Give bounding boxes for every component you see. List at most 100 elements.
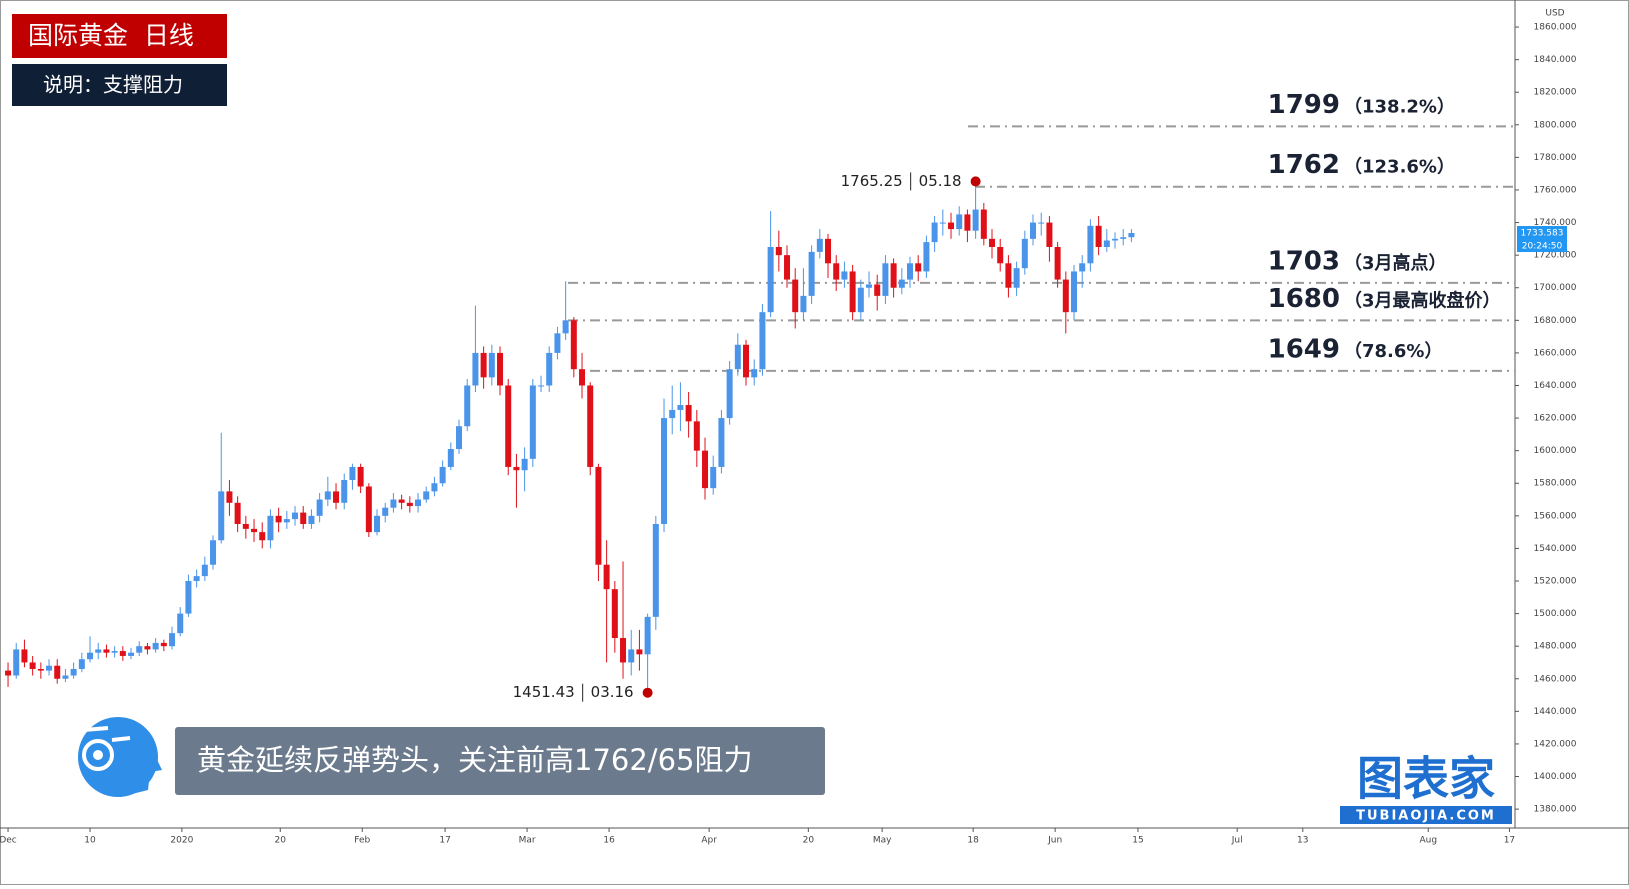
candle-body bbox=[1054, 246, 1061, 280]
x-tick-label: Aug bbox=[1419, 836, 1437, 846]
y-tick-label: 1820.000 bbox=[1534, 88, 1577, 98]
level-value: 1762 bbox=[1268, 150, 1340, 180]
caption: 黄金延续反弹势头，关注前高1762/65阻力 bbox=[197, 743, 752, 777]
candle-body bbox=[1087, 225, 1094, 264]
level-note: （3月高点） bbox=[1344, 252, 1447, 274]
candle-body bbox=[333, 491, 340, 503]
candle-body bbox=[456, 426, 463, 450]
caption-box bbox=[175, 727, 825, 795]
candle-body bbox=[242, 523, 249, 529]
candle-body bbox=[251, 528, 258, 533]
y-tick-label: 1860.000 bbox=[1534, 23, 1577, 33]
time-tag-value: 20:24:50 bbox=[1522, 242, 1563, 252]
candle-body bbox=[964, 214, 971, 231]
x-tick-label: 2020 bbox=[170, 836, 193, 846]
candle-body bbox=[464, 385, 471, 427]
y-tick-label: 1840.000 bbox=[1534, 55, 1577, 65]
candle-body bbox=[702, 450, 709, 489]
candle-body bbox=[890, 263, 897, 288]
y-tick-label: 1740.000 bbox=[1534, 218, 1577, 228]
candle-body bbox=[234, 502, 241, 524]
candle-body bbox=[136, 646, 143, 653]
level-value: 1703 bbox=[1268, 246, 1340, 276]
logo-domain: TUBIAOJIA.COM bbox=[1356, 809, 1496, 824]
candle-body bbox=[119, 651, 126, 656]
candle-body bbox=[661, 418, 668, 524]
candle-body bbox=[46, 665, 53, 671]
candle-body bbox=[562, 320, 569, 334]
candle-body bbox=[529, 385, 536, 459]
level-value: 1799 bbox=[1268, 90, 1340, 120]
candle-body bbox=[1038, 222, 1045, 224]
candle-body bbox=[62, 675, 69, 679]
y-tick-label: 1400.000 bbox=[1534, 772, 1577, 782]
candle-body bbox=[300, 512, 307, 524]
y-tick-label: 1540.000 bbox=[1534, 544, 1577, 554]
candle-body bbox=[447, 449, 454, 467]
candle-body bbox=[882, 263, 889, 296]
candle-body bbox=[874, 284, 881, 296]
subtitle: 说明：支撑阻力 bbox=[43, 73, 183, 97]
candle-body bbox=[939, 222, 946, 224]
candle-body bbox=[1046, 222, 1053, 247]
candle-body bbox=[948, 222, 955, 230]
level-note: （123.6%） bbox=[1344, 157, 1455, 178]
x-tick-label: Apr bbox=[701, 836, 717, 846]
level-note: （3月最高收盘价） bbox=[1344, 289, 1501, 311]
price-tag bbox=[1517, 226, 1567, 240]
candle-body bbox=[382, 507, 389, 516]
y-tick-label: 1460.000 bbox=[1534, 674, 1577, 684]
x-tick-label: Dec bbox=[0, 836, 17, 846]
candle-body bbox=[792, 279, 799, 313]
extreme-date: 03.16 bbox=[591, 683, 634, 701]
x-tick-label: Feb bbox=[354, 836, 370, 846]
plot: 1380.000 1400.000 1420.000 1440.000 1460.000… bbox=[0, 23, 1577, 846]
x-tick-label: 20 bbox=[275, 836, 287, 846]
y-tick-label: 1380.000 bbox=[1534, 805, 1577, 815]
candle-body bbox=[398, 499, 405, 503]
candle-body bbox=[201, 564, 208, 577]
candle-body bbox=[693, 421, 700, 451]
candle-body bbox=[554, 333, 561, 353]
subtitle-box bbox=[12, 64, 227, 106]
candle-body bbox=[1079, 263, 1086, 272]
candle-body bbox=[1095, 225, 1102, 247]
candle-body bbox=[111, 651, 118, 653]
candle-body bbox=[980, 209, 987, 239]
candle-body bbox=[546, 352, 553, 386]
y-tick-label: 1580.000 bbox=[1534, 479, 1577, 489]
extreme-dot bbox=[642, 687, 653, 698]
y-tick-label: 1760.000 bbox=[1534, 185, 1577, 195]
candle-body bbox=[866, 284, 873, 288]
extreme-dot bbox=[970, 176, 981, 187]
candle-body bbox=[1071, 271, 1078, 313]
x-tick-label: Jun bbox=[1047, 836, 1062, 846]
candle-body bbox=[390, 499, 397, 508]
candle-body bbox=[857, 287, 864, 313]
candle-body bbox=[898, 279, 905, 288]
x-tick-label: 15 bbox=[1132, 836, 1143, 846]
robot-icon bbox=[78, 717, 162, 797]
candle-body bbox=[415, 499, 422, 507]
candle-body bbox=[800, 295, 807, 313]
level-value: 1649 bbox=[1268, 334, 1340, 364]
candle-body bbox=[1103, 240, 1110, 247]
candle-body bbox=[308, 515, 315, 524]
candle-body bbox=[923, 242, 930, 272]
x-tick-label: 20 bbox=[803, 836, 815, 846]
candle-body bbox=[480, 352, 487, 378]
candle-body bbox=[521, 458, 528, 471]
level-note: （138.2%） bbox=[1344, 96, 1455, 117]
candle-body bbox=[784, 255, 791, 280]
candle-body bbox=[341, 479, 348, 503]
candle-body bbox=[21, 649, 28, 663]
candle-body bbox=[513, 466, 520, 471]
candle-body bbox=[767, 246, 774, 313]
candle-body bbox=[570, 320, 577, 370]
candle-body bbox=[488, 352, 495, 378]
candle-body bbox=[95, 649, 102, 653]
y-tick-label: 1700.000 bbox=[1534, 283, 1577, 293]
candle-body bbox=[169, 633, 176, 647]
candle-body bbox=[324, 491, 331, 500]
x-tick-label: 16 bbox=[603, 836, 615, 846]
